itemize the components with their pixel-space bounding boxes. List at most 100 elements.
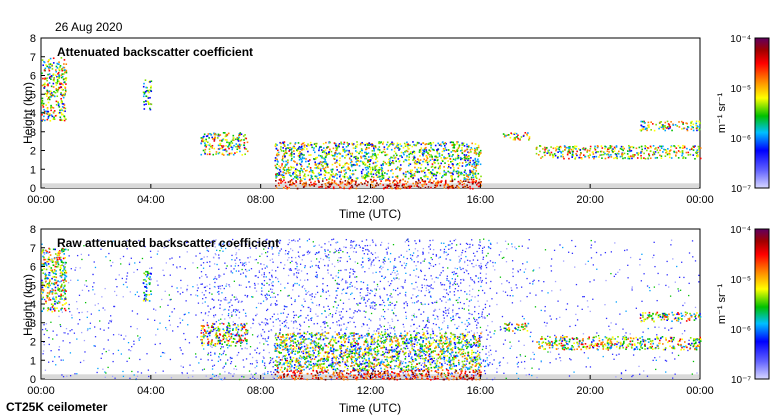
backscatter-cell [445,173,447,176]
backscatter-cell [429,159,432,161]
backscatter-cell [279,141,281,144]
noise-cell [416,286,418,288]
noise-cell [316,276,318,279]
backscatter-cell [459,149,462,152]
y-tick-label: 3 [30,127,36,139]
noise-cell [269,296,272,299]
backscatter-cell [582,147,585,149]
noise-cell [62,359,64,361]
noise-cell [213,314,215,317]
noise-cell [379,271,381,273]
backscatter-cell [311,170,314,172]
noise-cell [213,316,215,318]
backscatter-cell [148,81,151,83]
noise-cell [223,287,225,290]
noise-cell [412,288,414,290]
backscatter-cell [467,145,470,147]
noise-cell [366,244,369,247]
backscatter-cell [288,174,291,176]
noise-cell [321,288,324,290]
backscatter-cell [219,134,222,136]
noise-cell [101,296,103,298]
backscatter-cell [475,177,478,180]
backscatter-cell [319,155,322,157]
backscatter-cell [355,157,357,160]
noise-cell [473,317,475,319]
backscatter-cell [292,173,294,176]
backscatter-cell [336,177,338,180]
noise-cell [131,370,133,373]
backscatter-cell [241,154,244,156]
backscatter-cell [451,163,454,165]
backscatter-cell [468,178,471,181]
noise-cell [403,347,405,349]
backscatter-cell [324,149,327,151]
backscatter-cell [54,115,57,117]
backscatter-cell [433,180,435,183]
backscatter-cell [47,101,50,104]
noise-cell [427,327,429,329]
noise-cell [375,292,377,295]
noise-cell [488,351,490,353]
noise-cell [291,239,293,242]
noise-cell [232,324,235,326]
plot-frame-2 [40,228,701,380]
noise-cell [347,365,349,368]
noise-cell [487,252,489,255]
noise-cell [411,340,413,342]
noise-cell [353,240,355,242]
noise-cell [86,285,88,287]
noise-cell [76,254,79,257]
noise-cell [354,276,356,278]
noise-cell [474,255,476,257]
noise-cell [417,332,419,334]
backscatter-cell [464,180,467,182]
noise-cell [94,304,96,306]
backscatter-cell [699,122,701,124]
backscatter-cell [421,185,424,188]
noise-cell [318,304,321,306]
backscatter-cell [624,157,626,159]
noise-cell [86,329,89,332]
noise-cell [186,290,188,292]
noise-cell [271,315,274,318]
backscatter-cell [41,119,43,122]
noise-cell [213,375,216,377]
noise-cell [241,264,244,266]
backscatter-cell [560,152,563,154]
noise-cell [162,269,164,271]
noise-cell [338,283,340,286]
backscatter-cell [274,144,277,147]
backscatter-cell [681,146,683,149]
noise-cell [327,272,329,274]
backscatter-cell [233,144,235,147]
backscatter-cell [480,184,482,187]
backscatter-cell [313,147,315,149]
noise-cell [275,270,277,272]
noise-cell [372,370,374,373]
backscatter-cell [307,165,310,168]
noise-cell [298,238,301,240]
backscatter-cell [673,150,675,153]
noise-cell [271,247,273,249]
backscatter-cell [422,151,424,154]
backscatter-cell [559,145,562,148]
noise-cell [405,301,407,303]
backscatter-cell [411,153,413,155]
noise-cell [209,287,211,290]
backscatter-cell [245,148,248,150]
noise-cell [215,249,218,252]
backscatter-cell [628,147,631,149]
backscatter-cell [381,176,384,179]
backscatter-cell [325,154,328,156]
backscatter-cell [452,158,455,161]
backscatter-cell [436,159,439,162]
noise-cell [315,342,317,344]
backscatter-cell [403,142,406,145]
backscatter-cell [628,147,631,150]
noise-cell [238,311,241,313]
noise-cell [394,257,396,260]
backscatter-cell [290,159,293,162]
noise-cell [362,266,364,268]
noise-cell [83,339,86,342]
